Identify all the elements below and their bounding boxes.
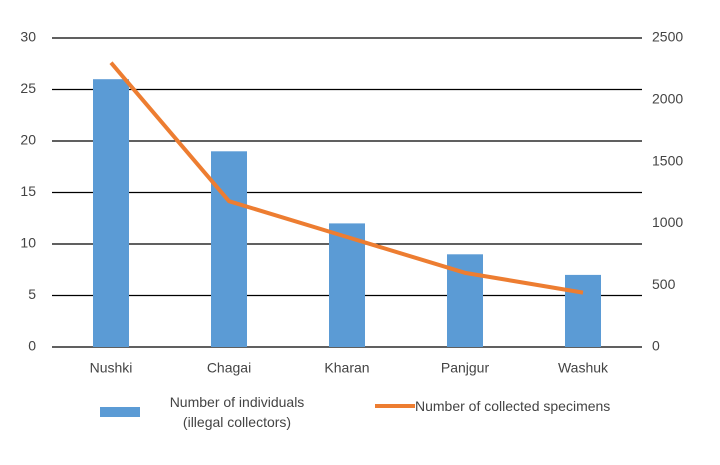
y2-tick-label: 2000: [652, 91, 683, 107]
y-tick-label: 0: [28, 338, 36, 354]
bar: [329, 223, 365, 347]
x-tick-label: Washuk: [558, 360, 609, 376]
y-tick-label: 10: [20, 235, 36, 251]
x-tick-label: Panjgur: [441, 360, 490, 376]
y-tick-label: 30: [20, 29, 36, 45]
y-tick-label: 15: [20, 183, 36, 199]
x-tick-label: Nushki: [90, 360, 133, 376]
y-tick-label: 25: [20, 80, 36, 96]
y-tick-label: 20: [20, 132, 36, 148]
bar: [93, 79, 129, 347]
legend-label: Number of collected specimens: [415, 398, 611, 414]
legend-item: Number of collected specimens: [375, 398, 610, 414]
y2-tick-label: 2500: [652, 29, 683, 45]
bar: [565, 274, 601, 347]
legend-swatch: [100, 407, 140, 417]
line: [109, 61, 584, 295]
legend-item: Number of individuals (illegal collector…: [100, 392, 322, 432]
bar: [211, 151, 247, 347]
y2-tick-label: 1000: [652, 214, 683, 230]
legend-swatch: [375, 404, 415, 408]
y2-tick-label: 1500: [652, 152, 683, 168]
x-tick-label: Kharan: [324, 360, 369, 376]
x-tick-label: Chagai: [207, 360, 251, 376]
y2-tick-label: 500: [652, 276, 676, 292]
legend-label: Number of individuals (illegal collector…: [169, 394, 305, 430]
y2-tick-label: 0: [652, 338, 660, 354]
y-tick-label: 5: [28, 286, 36, 302]
